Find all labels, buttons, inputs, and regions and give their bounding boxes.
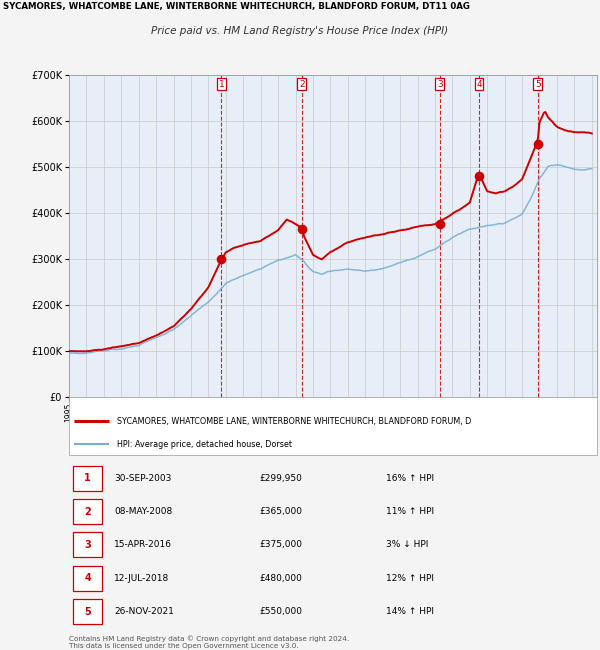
Point (533, 138, 542, 149)
Text: £550,000: £550,000 (259, 607, 302, 616)
Text: 15-APR-2016: 15-APR-2016 (114, 540, 172, 549)
Text: £375,000: £375,000 (259, 540, 302, 549)
Text: 08-MAY-2008: 08-MAY-2008 (114, 507, 172, 516)
Point (297, 224, 307, 234)
Text: 1: 1 (218, 79, 224, 88)
Text: 3: 3 (437, 79, 443, 88)
Point (217, 254, 226, 264)
Text: 12-JUL-2018: 12-JUL-2018 (114, 574, 169, 583)
Text: 12% ↑ HPI: 12% ↑ HPI (386, 574, 434, 583)
Text: HPI: Average price, detached house, Dorset: HPI: Average price, detached house, Dors… (116, 440, 292, 448)
Text: 16% ↑ HPI: 16% ↑ HPI (386, 474, 434, 483)
FancyBboxPatch shape (73, 599, 102, 624)
Text: 30-SEP-2003: 30-SEP-2003 (114, 474, 171, 483)
Text: 2: 2 (85, 506, 91, 517)
Text: 4: 4 (85, 573, 91, 583)
Text: 4: 4 (476, 79, 482, 88)
FancyBboxPatch shape (73, 499, 102, 524)
FancyBboxPatch shape (73, 465, 102, 491)
Text: SYCAMORES, WHATCOMBE LANE, WINTERBORNE WHITECHURCH, BLANDFORD FORUM, D: SYCAMORES, WHATCOMBE LANE, WINTERBORNE W… (116, 417, 471, 426)
FancyBboxPatch shape (69, 397, 597, 454)
Point (435, 219, 445, 229)
Text: Contains HM Land Registry data © Crown copyright and database right 2024.
This d: Contains HM Land Registry data © Crown c… (69, 635, 349, 649)
Point (474, 171, 484, 181)
Text: 3: 3 (85, 540, 91, 550)
Text: £480,000: £480,000 (259, 574, 302, 583)
Text: £299,950: £299,950 (259, 474, 302, 483)
Text: 3% ↓ HPI: 3% ↓ HPI (386, 540, 428, 549)
Text: 1: 1 (85, 473, 91, 483)
FancyBboxPatch shape (73, 566, 102, 591)
Text: 5: 5 (85, 606, 91, 617)
Text: 11% ↑ HPI: 11% ↑ HPI (386, 507, 434, 516)
Text: 5: 5 (535, 79, 541, 88)
Text: Price paid vs. HM Land Registry's House Price Index (HPI): Price paid vs. HM Land Registry's House … (151, 26, 449, 36)
Text: £365,000: £365,000 (259, 507, 302, 516)
Text: 14% ↑ HPI: 14% ↑ HPI (386, 607, 434, 616)
Text: 26-NOV-2021: 26-NOV-2021 (114, 607, 174, 616)
FancyBboxPatch shape (73, 532, 102, 558)
Text: 2: 2 (299, 79, 305, 88)
Text: SYCAMORES, WHATCOMBE LANE, WINTERBORNE WHITECHURCH, BLANDFORD FORUM, DT11 0AG: SYCAMORES, WHATCOMBE LANE, WINTERBORNE W… (3, 2, 470, 11)
